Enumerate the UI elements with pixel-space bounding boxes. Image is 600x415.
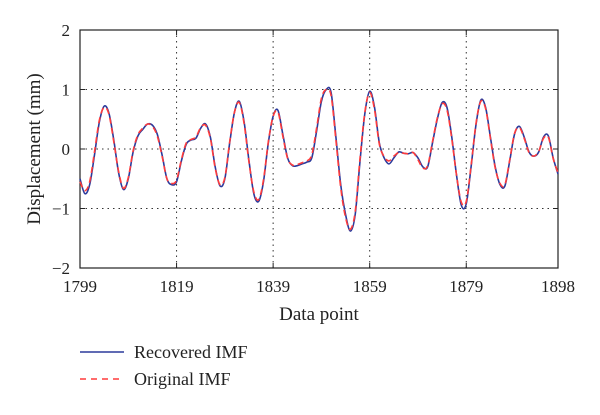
x-tick-label: 1839 <box>256 277 290 296</box>
x-tick-label: 1819 <box>160 277 194 296</box>
x-tick-label: 1859 <box>353 277 387 296</box>
axis-ticks <box>79 29 559 269</box>
tick-labels: 1799 1819 1839 1859 1879 1898 −2 −1 0 1 2 <box>52 21 575 296</box>
series-layer <box>79 86 559 232</box>
x-tick-label: 1879 <box>449 277 483 296</box>
x-tick-label: 1898 <box>541 277 575 296</box>
grid-lines <box>80 30 558 268</box>
y-tick-label: 0 <box>62 140 71 159</box>
legend-label-recovered: Recovered IMF <box>134 342 247 362</box>
y-tick-label: 2 <box>62 21 71 40</box>
legend: Recovered IMF Original IMF <box>80 342 247 389</box>
x-axis-title: Data point <box>279 304 359 325</box>
y-axis-title: Displacement (mm) <box>24 73 45 224</box>
series-line-original <box>79 88 559 231</box>
y-tick-label: −2 <box>52 259 70 278</box>
y-tick-label: −1 <box>52 200 70 219</box>
x-tick-label: 1799 <box>63 277 97 296</box>
legend-label-original: Original IMF <box>134 369 231 389</box>
y-tick-label: 1 <box>62 81 71 100</box>
